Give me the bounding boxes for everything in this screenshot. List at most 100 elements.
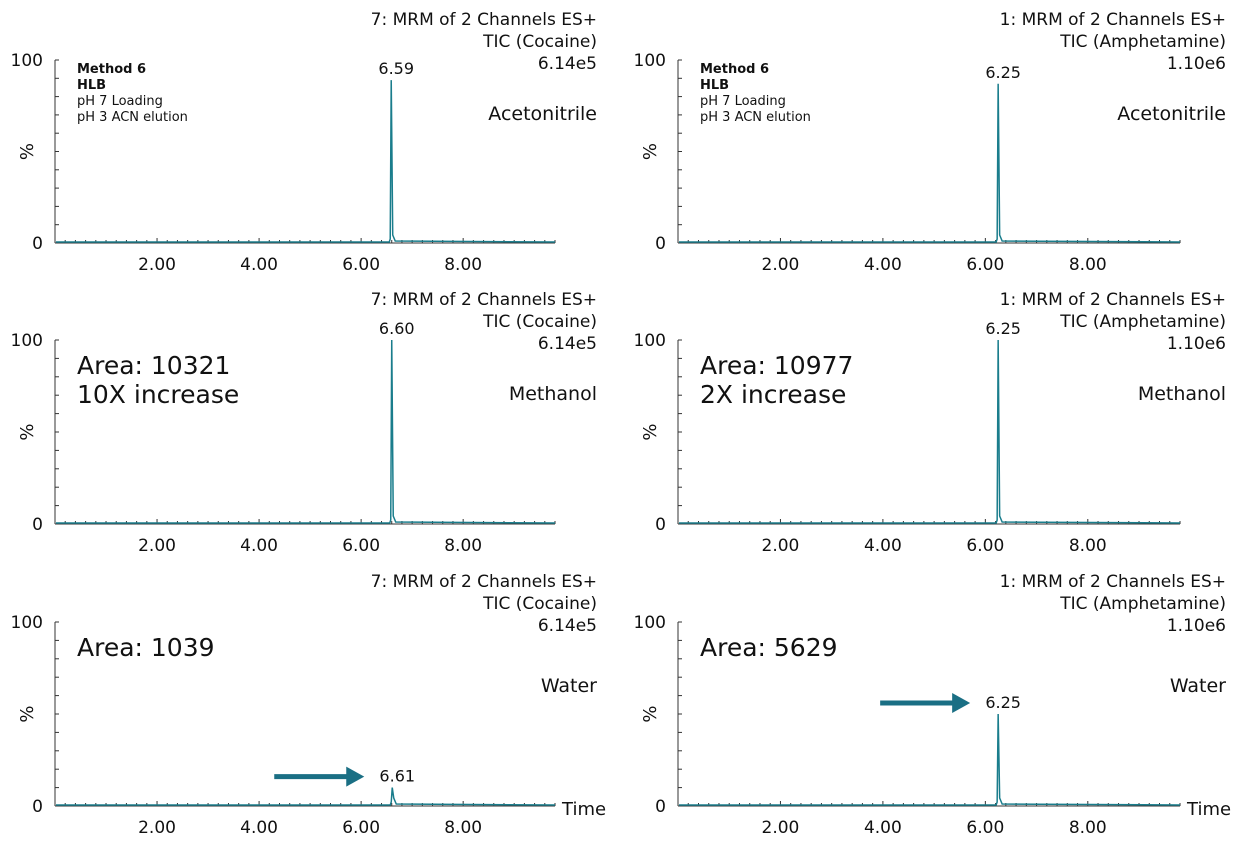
- x-tick-label: 6.00: [966, 818, 1004, 838]
- area-annotation: Area: 10321: [77, 351, 230, 380]
- channel-header-line: TIC (Amphetamine): [1059, 594, 1226, 614]
- y-tick-label: 100: [11, 51, 43, 71]
- chromatogram-panel: 1: MRM of 2 Channels ES+TIC (Amphetamine…: [634, 290, 1226, 556]
- channel-header-line: 1.10e6: [1167, 616, 1226, 636]
- chromatogram-trace: [56, 787, 556, 806]
- channel-header-line: 1: MRM of 2 Channels ES+: [1000, 572, 1226, 592]
- chromatogram-trace: [56, 339, 556, 524]
- channel-header-line: 6.14e5: [538, 54, 597, 74]
- x-tick-label: 4.00: [240, 818, 278, 838]
- channel-header-line: TIC (Amphetamine): [1059, 32, 1226, 52]
- x-tick-label: 4.00: [864, 255, 902, 275]
- x-tick-label: 6.00: [342, 255, 380, 275]
- solvent-label: Acetonitrile: [1117, 103, 1226, 125]
- area-annotation: 2X increase: [700, 380, 846, 409]
- x-tick-label: 2.00: [762, 255, 800, 275]
- x-axis-label: Time: [1186, 799, 1231, 820]
- method-note-line: Method 6: [700, 62, 769, 77]
- chromatogram-panel: 7: MRM of 2 Channels ES+TIC (Cocaine)6.1…: [11, 290, 597, 556]
- channel-header-line: 6.14e5: [538, 616, 597, 636]
- y-tick-label: 100: [11, 613, 43, 633]
- y-axis-label: %: [17, 705, 38, 722]
- y-axis-label: %: [640, 143, 661, 160]
- y-tick-label: 100: [634, 331, 666, 351]
- y-tick-label: 0: [32, 797, 43, 817]
- method-note-line: pH 7 Loading: [700, 94, 786, 109]
- channel-header-line: TIC (Cocaine): [482, 594, 597, 614]
- x-tick-label: 8.00: [1069, 818, 1107, 838]
- channel-header-line: 6.14e5: [538, 334, 597, 354]
- channel-header-line: TIC (Cocaine): [482, 312, 597, 332]
- method-note-line: HLB: [700, 78, 729, 93]
- chromatogram-trace: [679, 713, 1181, 806]
- solvent-label: Water: [1170, 675, 1226, 697]
- area-annotation: 10X increase: [77, 380, 239, 409]
- peak-label: 6.61: [379, 767, 415, 786]
- y-tick-label: 0: [655, 234, 666, 254]
- chromatogram-panel: 7: MRM of 2 Channels ES+TIC (Cocaine)6.1…: [11, 10, 597, 275]
- area-annotation: Area: 1039: [77, 633, 215, 662]
- x-tick-label: 4.00: [864, 536, 902, 556]
- channel-header-line: TIC (Cocaine): [482, 32, 597, 52]
- channel-header-line: 1.10e6: [1167, 334, 1226, 354]
- chromatogram-panel: 1: MRM of 2 Channels ES+TIC (Amphetamine…: [634, 572, 1232, 838]
- x-tick-label: 2.00: [138, 818, 176, 838]
- x-tick-label: 6.00: [966, 536, 1004, 556]
- solvent-label: Methanol: [1138, 383, 1226, 405]
- x-tick-label: 8.00: [444, 255, 482, 275]
- area-annotation: Area: 5629: [700, 633, 838, 662]
- channel-header-line: 7: MRM of 2 Channels ES+: [371, 572, 597, 592]
- area-annotation: Area: 10977: [700, 351, 853, 380]
- peak-label: 6.25: [985, 63, 1021, 82]
- method-note-line: pH 3 ACN elution: [77, 110, 188, 125]
- solvent-label: Water: [541, 675, 597, 697]
- chromatogram-trace: [679, 83, 1181, 243]
- y-tick-label: 0: [32, 234, 43, 254]
- solvent-label: Acetonitrile: [488, 103, 597, 125]
- y-axis-label: %: [17, 423, 38, 440]
- x-tick-label: 8.00: [444, 536, 482, 556]
- channel-header-line: 1.10e6: [1167, 54, 1226, 74]
- y-axis-label: %: [640, 423, 661, 440]
- peak-arrow-head: [346, 766, 365, 787]
- x-tick-label: 2.00: [762, 818, 800, 838]
- method-note-line: pH 3 ACN elution: [700, 110, 811, 125]
- y-tick-label: 100: [634, 613, 666, 633]
- x-tick-label: 8.00: [444, 818, 482, 838]
- x-tick-label: 4.00: [240, 255, 278, 275]
- method-note-line: Method 6: [77, 62, 146, 77]
- channel-header-line: 1: MRM of 2 Channels ES+: [1000, 290, 1226, 310]
- peak-label: 6.59: [378, 59, 414, 78]
- y-tick-label: 0: [32, 515, 43, 535]
- chromatogram-trace: [56, 80, 556, 243]
- method-note-line: pH 7 Loading: [77, 94, 163, 109]
- y-tick-label: 0: [655, 797, 666, 817]
- method-note-line: HLB: [77, 78, 106, 93]
- channel-header-line: 1: MRM of 2 Channels ES+: [1000, 10, 1226, 30]
- channel-header-line: TIC (Amphetamine): [1059, 312, 1226, 332]
- y-axis-label: %: [17, 143, 38, 160]
- x-tick-label: 2.00: [138, 255, 176, 275]
- peak-label: 6.60: [379, 319, 415, 338]
- solvent-label: Methanol: [509, 383, 597, 405]
- chromatogram-trace: [679, 339, 1181, 524]
- y-axis-label: %: [640, 705, 661, 722]
- y-tick-label: 0: [655, 515, 666, 535]
- x-tick-label: 6.00: [966, 255, 1004, 275]
- x-tick-label: 6.00: [342, 818, 380, 838]
- peak-label: 6.25: [985, 693, 1021, 712]
- x-tick-label: 2.00: [762, 536, 800, 556]
- peak-label: 6.25: [985, 319, 1021, 338]
- x-tick-label: 8.00: [1069, 255, 1107, 275]
- x-tick-label: 8.00: [1069, 536, 1107, 556]
- y-tick-label: 100: [634, 51, 666, 71]
- x-tick-label: 6.00: [342, 536, 380, 556]
- channel-header-line: 7: MRM of 2 Channels ES+: [371, 10, 597, 30]
- chromatogram-panel: 7: MRM of 2 Channels ES+TIC (Cocaine)6.1…: [11, 572, 607, 838]
- x-tick-label: 4.00: [864, 818, 902, 838]
- chromatogram-panel: 1: MRM of 2 Channels ES+TIC (Amphetamine…: [634, 10, 1226, 275]
- x-tick-label: 4.00: [240, 536, 278, 556]
- peak-arrow-head: [952, 693, 971, 713]
